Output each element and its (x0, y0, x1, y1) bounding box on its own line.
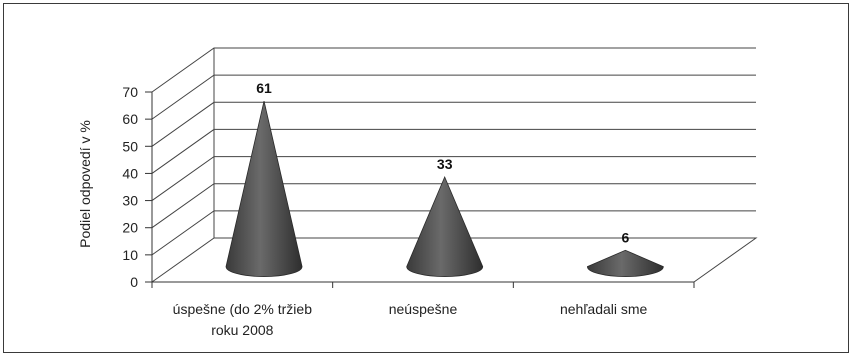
gridline (151, 128, 756, 174)
grid-layer (151, 47, 758, 283)
cone-chart: 0 10 20 30 40 50 60 70 61 33 6 úspešne (do 2% trži… (77, 47, 758, 338)
cone-body (406, 176, 484, 277)
gridline (151, 74, 756, 120)
cone-body (586, 249, 664, 277)
x-category-label: úspešne (do 2% tržieb roku 2008 (173, 301, 313, 338)
y-axis-title: Podiel odpovedí v % (77, 120, 93, 248)
gridline (151, 101, 756, 147)
y-tick-label: 60 (122, 111, 138, 127)
cone-mark (586, 249, 664, 277)
y-tick-label: 70 (122, 84, 138, 100)
y-tick-label: 50 (122, 138, 138, 154)
y-tick-label: 0 (130, 274, 138, 290)
axis-layer: 0 10 20 30 40 50 60 70 (122, 84, 695, 290)
y-tick-label: 10 (122, 247, 138, 263)
y-tick-label: 30 (122, 193, 138, 209)
cones (225, 100, 664, 277)
y-tick-label: 20 (122, 220, 138, 236)
labels: 61 33 6 úspešne (do 2% tržieb roku 2008 neúsp… (173, 80, 648, 338)
y-tick-label: 40 (122, 165, 138, 181)
chart-frame: 0 10 20 30 40 50 60 70 61 33 6 úspešne (do 2% trži… (3, 3, 849, 353)
cone-body (225, 100, 303, 277)
cone-mark (225, 100, 303, 277)
data-label: 61 (256, 80, 272, 96)
gridline (151, 237, 758, 283)
cone-mark (406, 176, 484, 277)
x-category-label: neúspešne (389, 301, 458, 317)
data-label: 6 (621, 229, 629, 245)
data-label: 33 (437, 156, 453, 172)
x-category-label: nehľadali sme (560, 301, 648, 317)
gridline (151, 47, 756, 93)
